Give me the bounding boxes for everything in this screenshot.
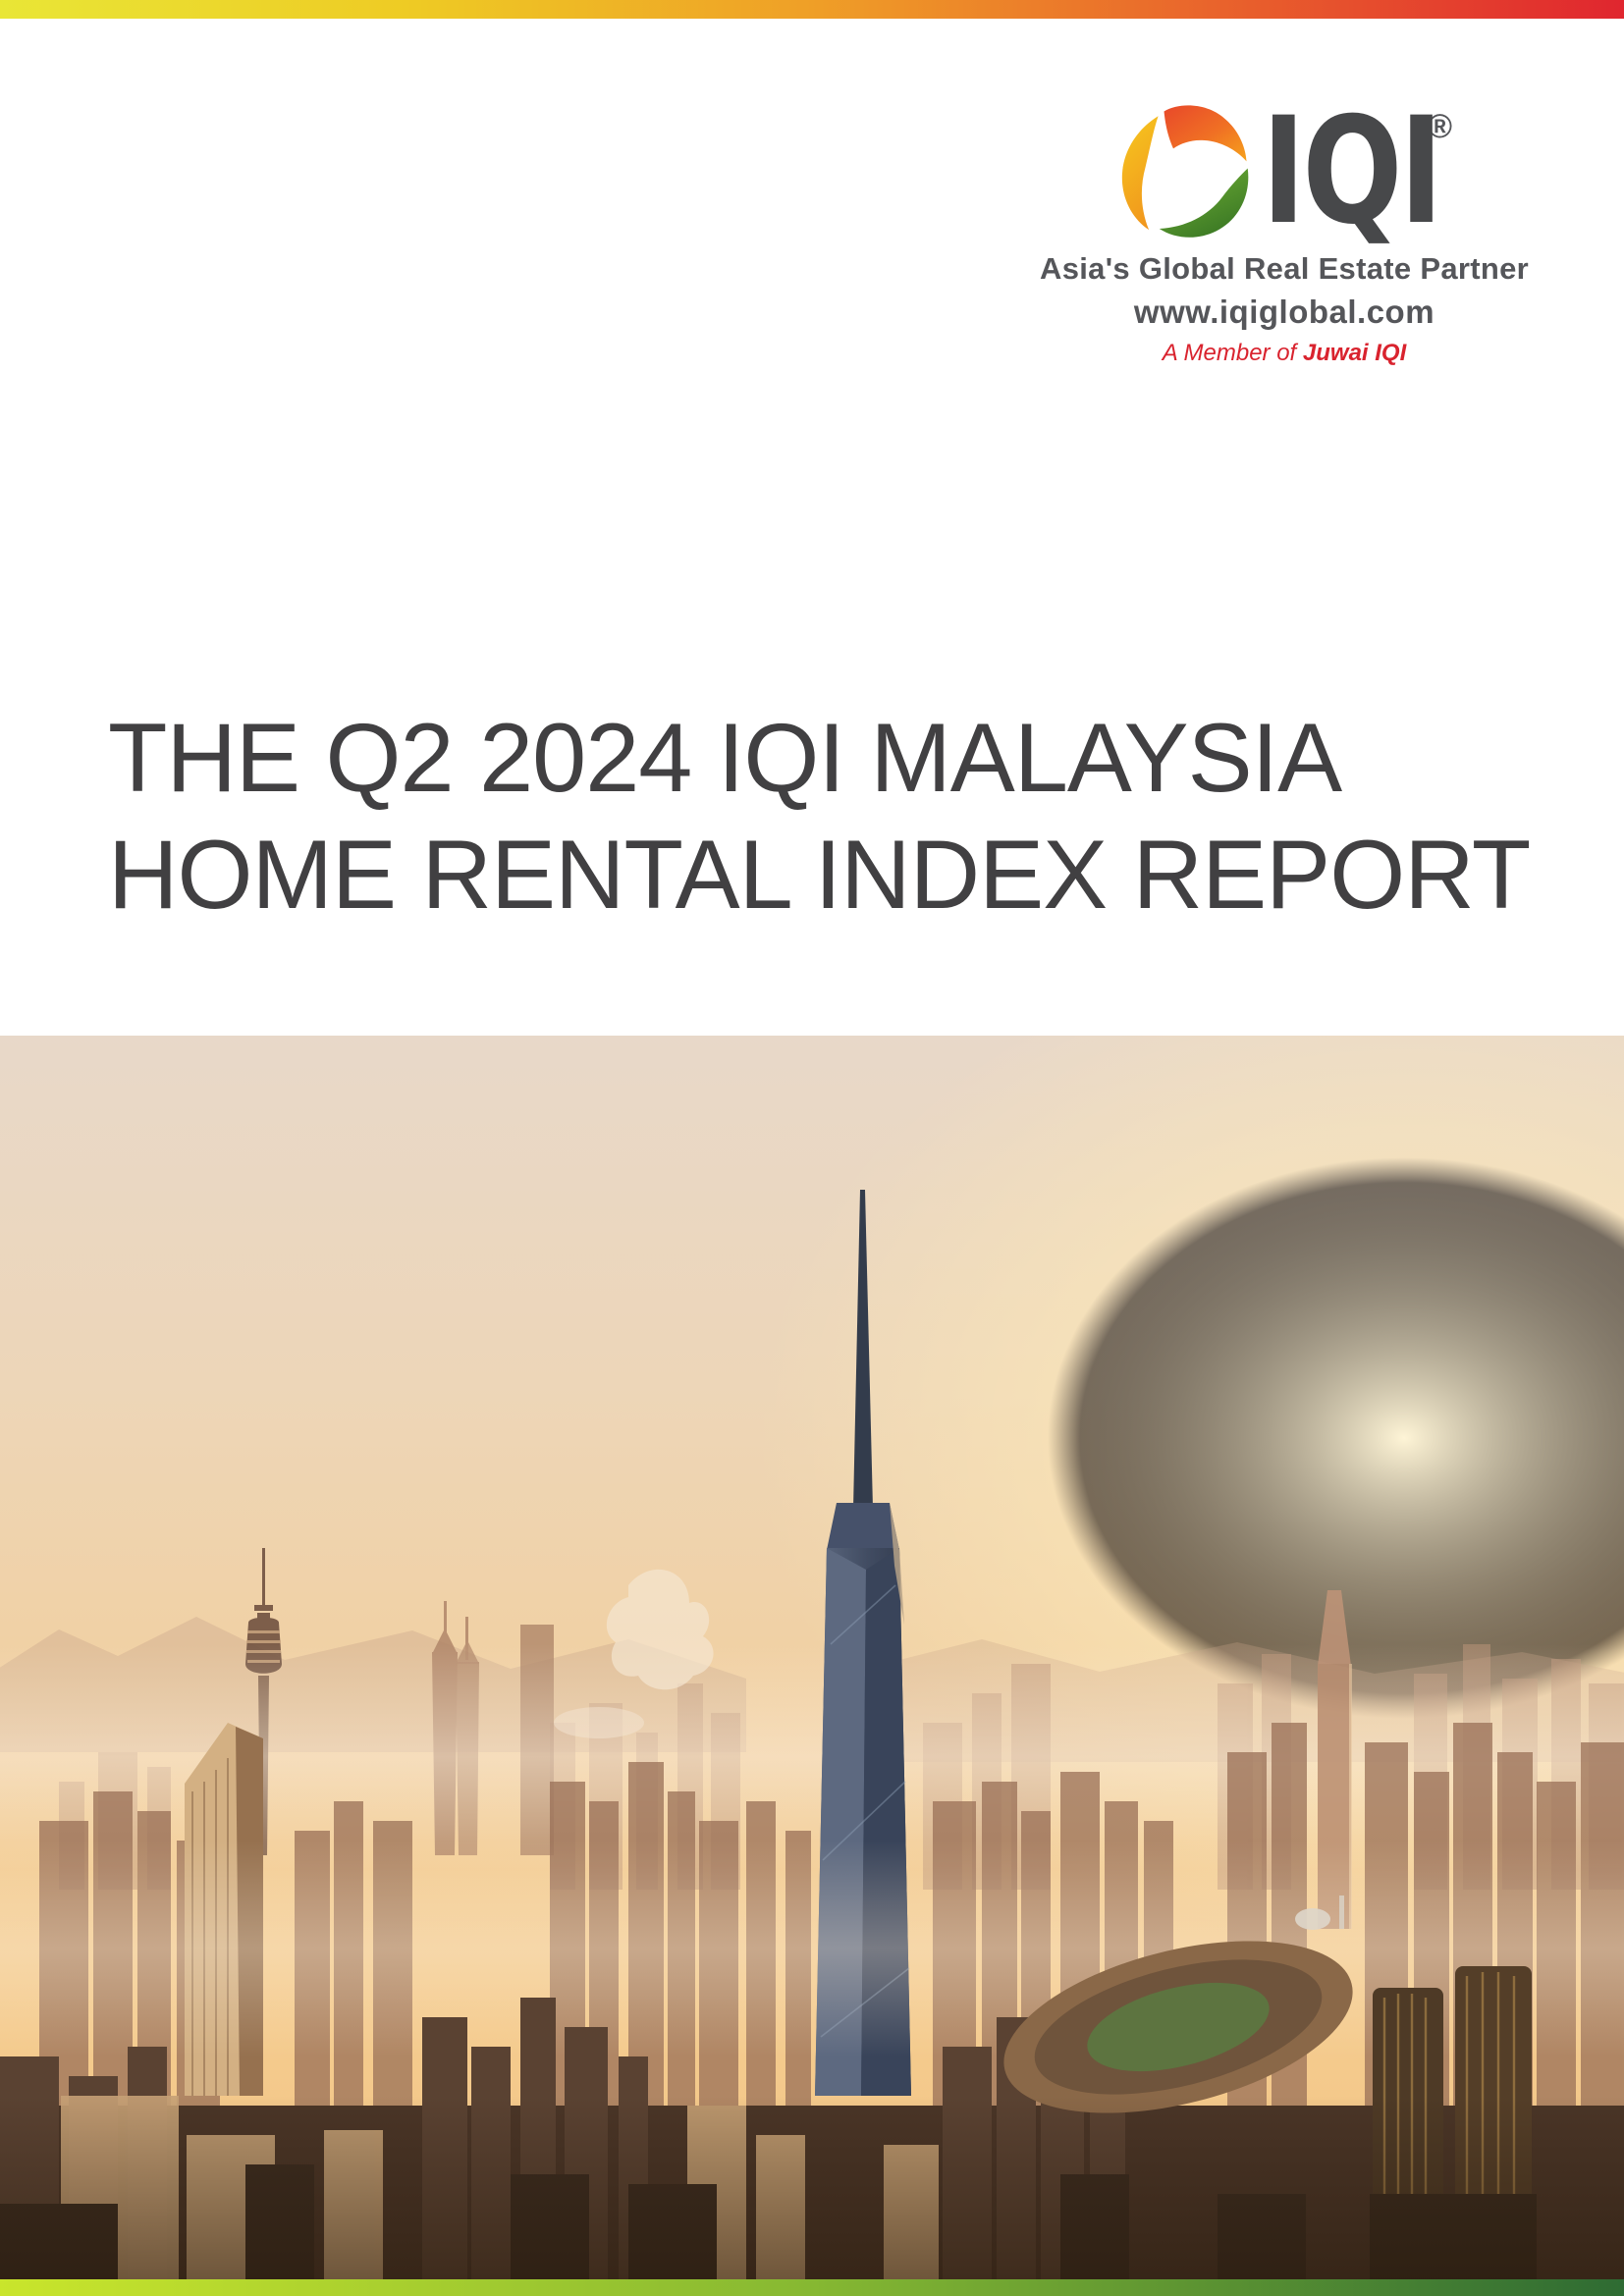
brand-website: www.iqiglobal.com (1133, 294, 1435, 330)
registered-trademark-symbol: ® (1428, 108, 1453, 145)
brand-tagline: Asia's Global Real Estate Partner (1040, 251, 1529, 286)
top-gradient-bar (0, 0, 1624, 19)
report-title-line2: HOME RENTAL INDEX REPORT (108, 820, 1531, 929)
membership-prefix: A Member of (1162, 340, 1303, 366)
iqi-globe-logo-icon (1116, 102, 1256, 241)
membership-brand: Juwai IQI (1302, 340, 1407, 366)
cover-photo-kuala-lumpur-skyline (0, 1036, 1624, 2280)
logo-row: IQI ® (1116, 86, 1453, 257)
membership-line: A Member of Juwai IQI (1163, 340, 1407, 367)
bottom-gradient-bar (0, 2279, 1624, 2296)
report-title: THE Q2 2024 IQI MALAYSIA HOME RENTAL IND… (108, 699, 1531, 933)
brand-block: IQI ® Asia's Global Real Estate Partner … (1019, 86, 1549, 367)
brand-wordmark: IQI (1261, 86, 1443, 257)
report-title-line1: THE Q2 2024 IQI MALAYSIA (108, 703, 1342, 812)
